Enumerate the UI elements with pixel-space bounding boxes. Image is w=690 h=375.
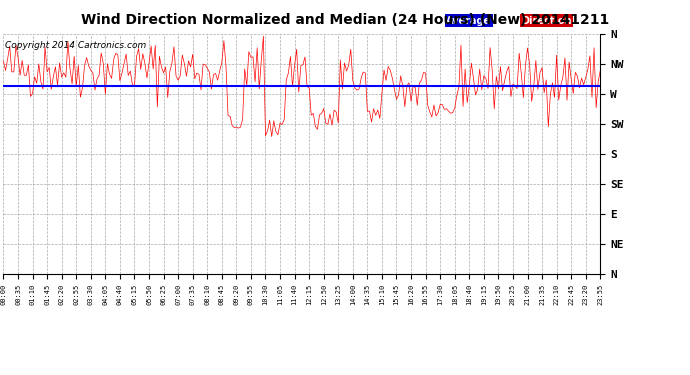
Text: Direction: Direction (522, 15, 572, 26)
Text: Copyright 2014 Cartronics.com: Copyright 2014 Cartronics.com (5, 41, 146, 50)
Text: Wind Direction Normalized and Median (24 Hours) (New) 20141211: Wind Direction Normalized and Median (24… (81, 13, 609, 27)
Text: Average: Average (446, 15, 491, 26)
